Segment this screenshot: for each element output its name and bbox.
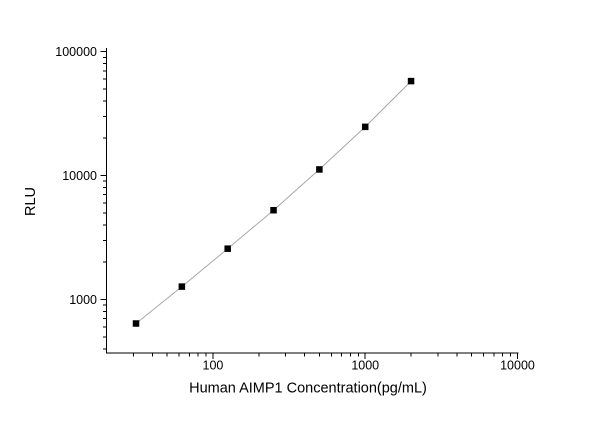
x-tick-label: 100 — [203, 359, 224, 373]
data-point-marker — [407, 77, 415, 85]
data-point-marker — [316, 166, 323, 173]
y-tick-label: 1000 — [69, 293, 97, 307]
y-tick-label: 100000 — [55, 45, 97, 59]
data-point-marker — [270, 206, 277, 214]
data-point-marker — [132, 320, 140, 327]
fit-line — [135, 80, 412, 324]
axis-ticks-layer — [100, 51, 518, 359]
data-point-marker — [224, 245, 231, 252]
x-tick-label: 1000 — [351, 359, 379, 373]
y-axis-title: RLU — [23, 187, 39, 216]
x-axis-title: Human AIMP1 Concentration(pg/mL) — [189, 381, 427, 397]
y-tick-label: 10000 — [62, 169, 97, 183]
axes-layer — [106, 48, 519, 354]
data-point-marker — [178, 283, 186, 290]
data-point-marker — [361, 123, 369, 131]
tick-labels-layer: 100 1000 10000 1000 10000 100000 — [55, 45, 535, 373]
x-tick-label: 10000 — [500, 359, 535, 373]
data-series-layer — [132, 77, 415, 327]
